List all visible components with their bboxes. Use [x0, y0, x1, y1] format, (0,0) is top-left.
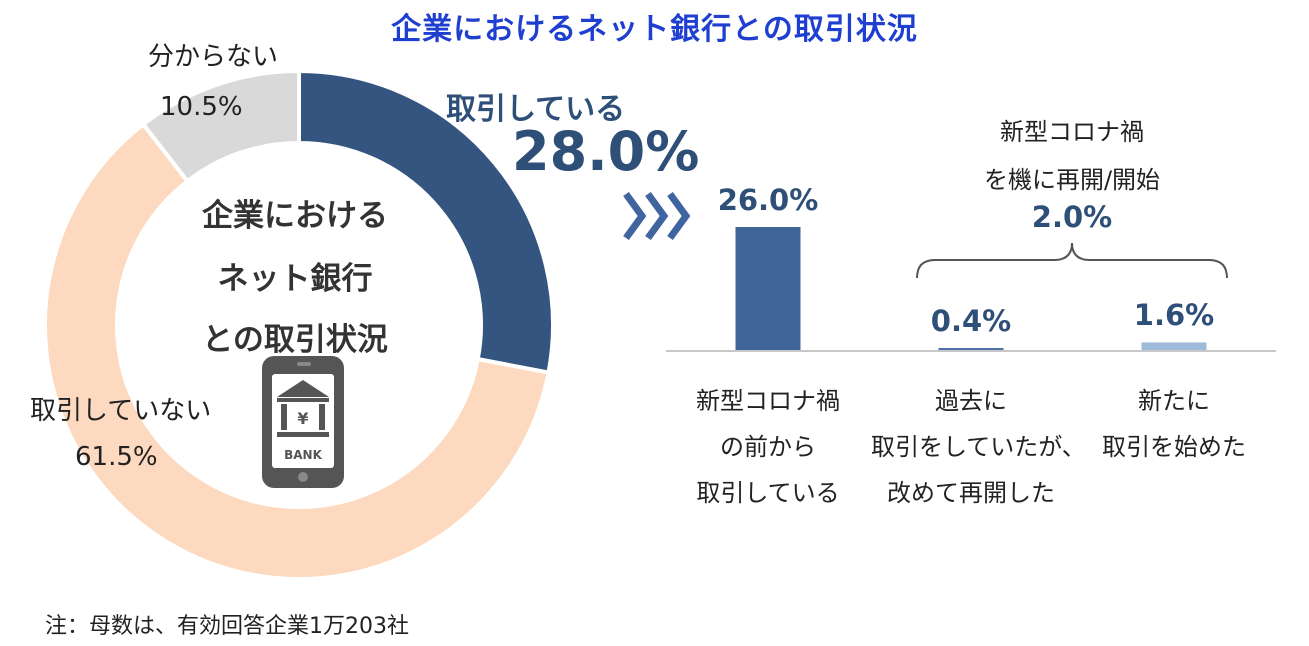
category-2-line-3: 改めて再開した: [887, 479, 1055, 507]
category-3-line-1: 新たに: [1138, 387, 1210, 415]
brace-value: 2.0%: [1031, 200, 1113, 234]
bar-value-new-start: 1.6%: [1133, 298, 1215, 333]
chart-title: 企業におけるネット銀行との取引状況: [391, 12, 918, 47]
category-1-line-1: 新型コロナ禍: [696, 387, 840, 415]
brace-label-line-2: を機に再開/開始: [983, 166, 1161, 194]
category-2-line-1: 過去に: [935, 387, 1007, 415]
category-3-line-2: 取引を始めた: [1102, 433, 1246, 461]
brace-label-line-1: 新型コロナ禍: [1000, 118, 1144, 146]
donut-slice-unknown: [140, 68, 301, 184]
yen-symbol: ¥: [297, 409, 308, 428]
bank-text: BANK: [284, 448, 322, 462]
donut-chart: ¥ BANK: [43, 68, 555, 581]
category-1-line-3: 取引している: [696, 479, 840, 507]
category-1-line-2: の前から: [720, 433, 816, 461]
donut-center-line-1: 企業における: [202, 198, 388, 234]
trading-value: 28.0%: [512, 120, 700, 183]
footnote: 注：母数は、有効回答企業1万203社: [45, 614, 409, 639]
unknown-label: 分からない: [148, 42, 279, 72]
donut-slice-not-trading: [43, 121, 551, 581]
curly-brace: [916, 242, 1228, 279]
bar-new-start: [1141, 342, 1207, 350]
donut-center-line-3: との取引状況: [202, 322, 388, 358]
bank-phone-icon: ¥ BANK: [262, 356, 344, 488]
bar-value-before-covid: 26.0%: [717, 183, 819, 217]
bar-before-covid: [735, 227, 801, 350]
category-2-line-2: 取引をしていたが、: [871, 433, 1086, 461]
bar-value-resumed: 0.4%: [930, 304, 1012, 338]
bar-resumed: [938, 348, 1004, 350]
donut-center-line-2: ネット銀行: [217, 261, 373, 297]
chevron-arrows-icon: [623, 191, 691, 241]
trading-label: 取引している: [446, 92, 626, 127]
not-trading-value: 61.5%: [75, 442, 158, 472]
not-trading-label: 取引していない: [30, 396, 212, 426]
donut-slice-trading: [297, 68, 555, 375]
unknown-value: 10.5%: [160, 92, 243, 122]
